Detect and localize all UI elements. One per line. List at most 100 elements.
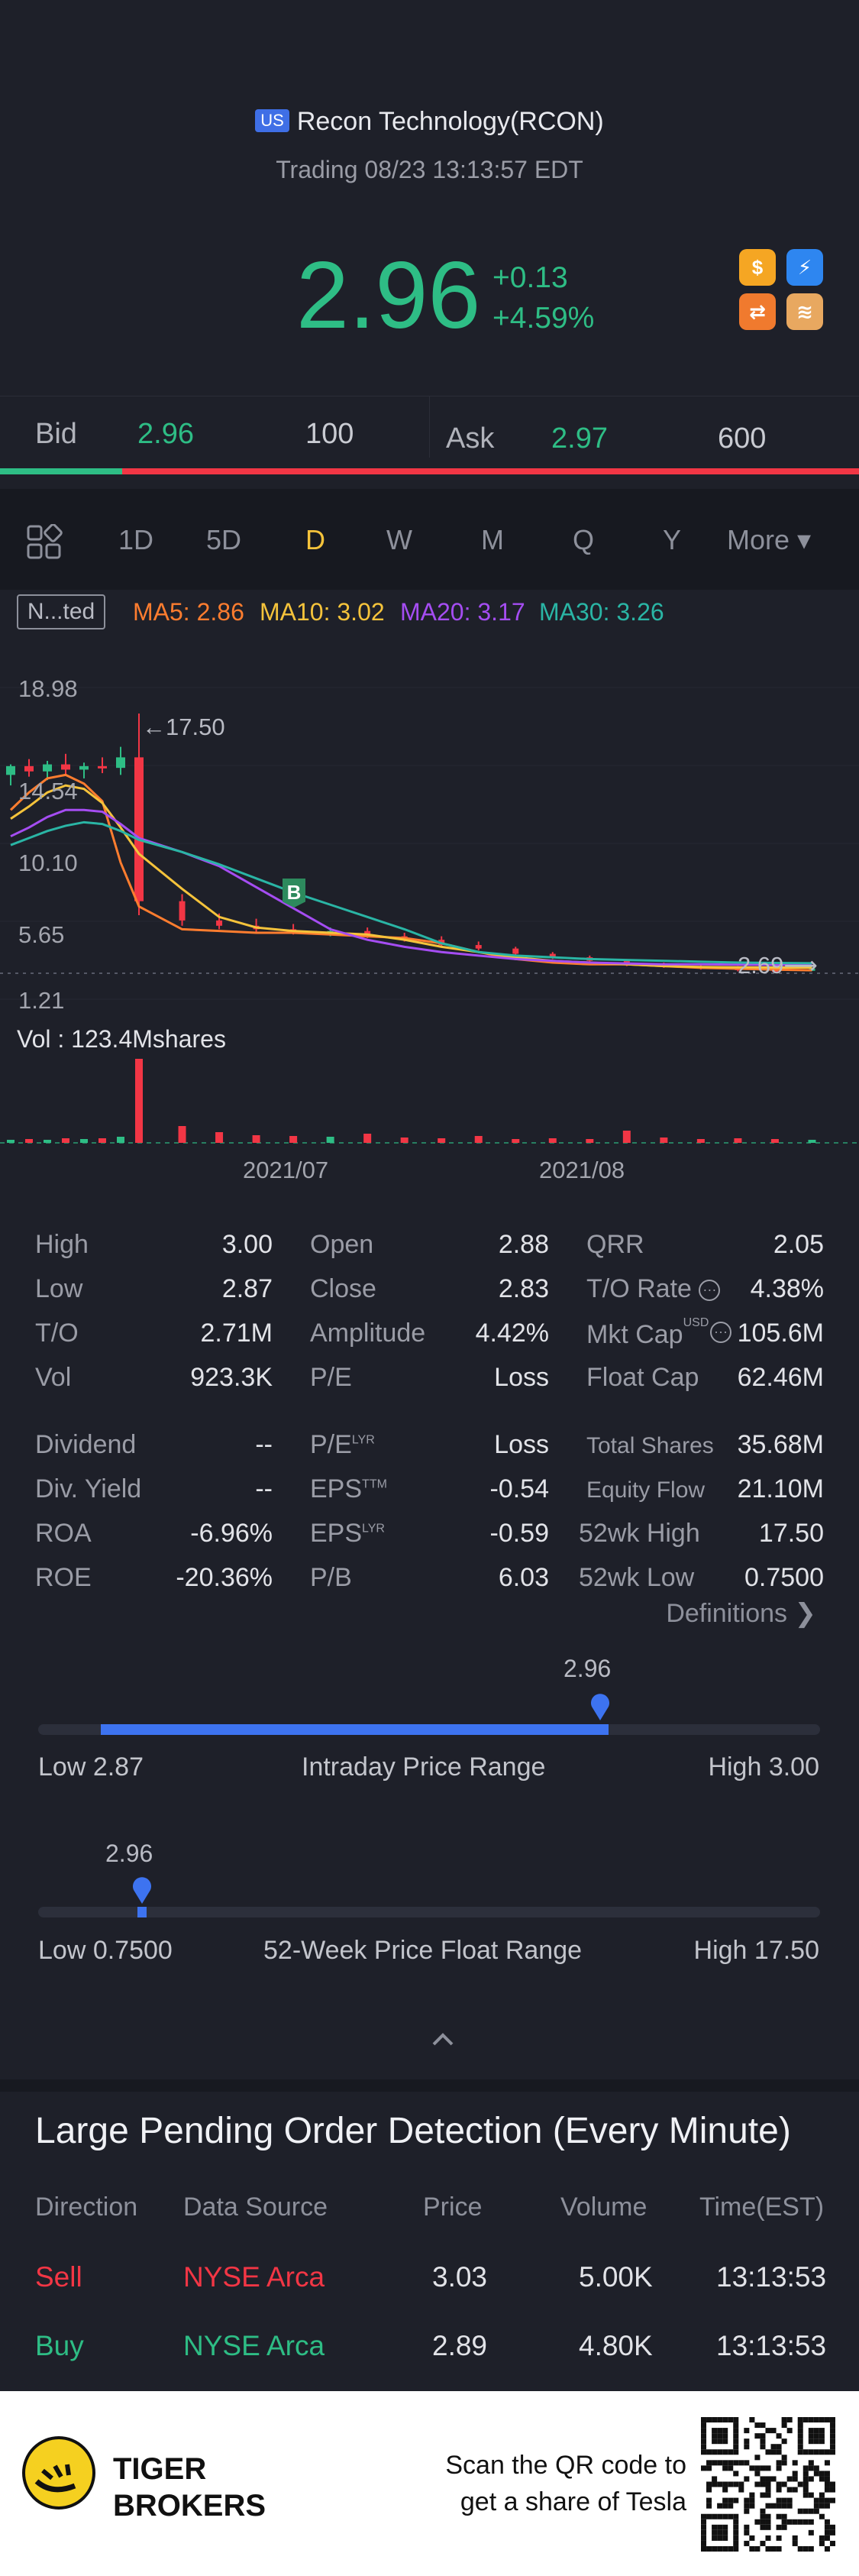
tab-m[interactable]: M [481,524,504,555]
volume-bar [25,1139,33,1143]
volume-bar [44,1140,51,1143]
period-bar [0,489,859,590]
stat-label-turnover: T/O [35,1319,79,1348]
stat-value-low: 2.87 [221,1274,273,1303]
intraday-pin-icon [591,1694,609,1720]
candle-body [475,945,482,949]
buy-marker-badge[interactable]: B [283,879,305,908]
swap-icon[interactable]: ⇄ [739,293,776,330]
stat-value-equity-flow: 21.10M [737,1474,824,1503]
week52-high: High 17.50 [693,1936,819,1965]
tab-1d[interactable]: 1D [118,524,154,555]
dollar-icon[interactable]: $ [739,249,776,286]
volume-bar [438,1138,446,1143]
bid-ratio-bar [0,468,122,474]
bid-label: Bid [35,418,77,450]
stat-label-roe: ROE [35,1563,92,1592]
lightning-icon[interactable]: ⚡ [786,249,823,286]
stat-value-roe: -20.36% [176,1563,273,1592]
ask-size: 600 [718,422,767,455]
stat-label-low: Low [35,1274,83,1303]
row-time: 13:13:53 [716,2261,827,2293]
stat-value-amplitude: 4.42% [475,1319,549,1348]
col-header-time: Time(EST) [699,2193,825,2222]
stat-label-roa: ROA [35,1519,92,1548]
stat-label-52wk-low: 52wk Low [579,1563,695,1592]
intraday-range-fill [100,1724,609,1735]
volume-bar [548,1138,557,1143]
stat-label-pe-lyr: P/ELYR [310,1430,375,1459]
volume-bar [622,1131,631,1143]
row-source: NYSE Arca [183,2330,325,2361]
stat-value-open: 2.88 [498,1230,549,1259]
row-direction: Buy [35,2330,84,2361]
stat-label-pe: P/E [310,1363,352,1392]
row-time: 13:13:53 [716,2330,827,2361]
candle-body [79,765,89,770]
info-icon[interactable]: ··· [699,1280,721,1302]
brand-line1: TIGER [113,2452,207,2486]
col-header-volume: Volume [560,2193,647,2222]
stat-value-float-cap: 62.46M [737,1363,824,1392]
stat-label-high: High [35,1230,89,1259]
brand-line2: BROKERS [113,2489,266,2523]
stat-value-pe-lyr: Loss [494,1430,549,1459]
stat-label-total-shares: Total Shares [586,1433,714,1458]
collapse-chevron-up-icon[interactable] [431,2031,455,2047]
x-tick-label: 2021/07 [243,1157,329,1183]
stock-title: US Recon Technology(RCON) [0,107,859,137]
stat-value-roa: -6.96% [190,1519,273,1548]
more-periods-dropdown[interactable]: More ▾ [727,524,812,555]
stat-value-total-shares: 35.68M [737,1430,824,1459]
book-icon[interactable]: ≋ [786,293,823,330]
stat-label-dividend: Dividend [35,1430,137,1459]
stat-label-eps-lyr: EPSLYR [310,1519,385,1548]
ask-label: Ask [446,422,495,455]
week52-range-marker [137,1907,147,1917]
promo-line1: Scan the QR code to [445,2451,686,2480]
volume-bar [289,1136,298,1143]
tab-q[interactable]: Q [573,524,595,555]
stat-value-high: 3.00 [221,1230,273,1259]
tab-w[interactable]: W [386,524,412,555]
volume-bar [586,1139,594,1143]
week52-title: 52-Week Price Float Range [263,1936,583,1965]
tab-d[interactable]: D [305,524,325,555]
stat-label-div-yield: Div. Yield [35,1474,142,1503]
candle-body [549,953,556,958]
candle-body [512,948,519,954]
price-change: +0.13 [492,261,568,294]
volume-bar [512,1139,520,1143]
col-header-direction: Direction [35,2193,138,2222]
candle-body [24,765,34,772]
candlestick-chart[interactable] [0,657,859,1161]
volume-bar [696,1139,705,1143]
stat-label-mkt-cap: Mkt CapUSD [586,1316,709,1349]
ma-line-ma20 [10,808,812,966]
last-price: 2.96 [296,243,481,348]
volume-bar [660,1138,668,1143]
volume-bar [62,1138,69,1143]
price-adjust-toggle[interactable]: N...ted [17,594,105,629]
candle-body [216,920,223,926]
row-direction: Sell [35,2261,82,2293]
col-header-price: Price [423,2193,483,2222]
stat-value-dividend: -- [255,1430,273,1459]
volume-bar [770,1139,779,1143]
tab-y[interactable]: Y [663,524,682,555]
definitions-link[interactable]: Definitions ❯ [666,1599,816,1628]
last-price-marker: 2.69⟶ [738,952,818,979]
volume-bar [808,1140,816,1143]
volume-bar [252,1135,260,1143]
stat-value-div-yield: -- [255,1474,273,1503]
row-volume: 5.00K [579,2261,653,2293]
grid-layout-icon[interactable] [26,524,63,561]
y-tick-label: 10.10 [18,849,78,876]
intraday-high: High 3.00 [708,1752,819,1782]
stat-value-to-rate: 4.38% [750,1274,824,1303]
tab-5d[interactable]: 5D [206,524,242,555]
info-icon[interactable]: ··· [710,1322,731,1343]
volume-bar [474,1136,483,1143]
y-tick-label: 14.54 [18,778,78,804]
volume-bar [7,1140,15,1143]
